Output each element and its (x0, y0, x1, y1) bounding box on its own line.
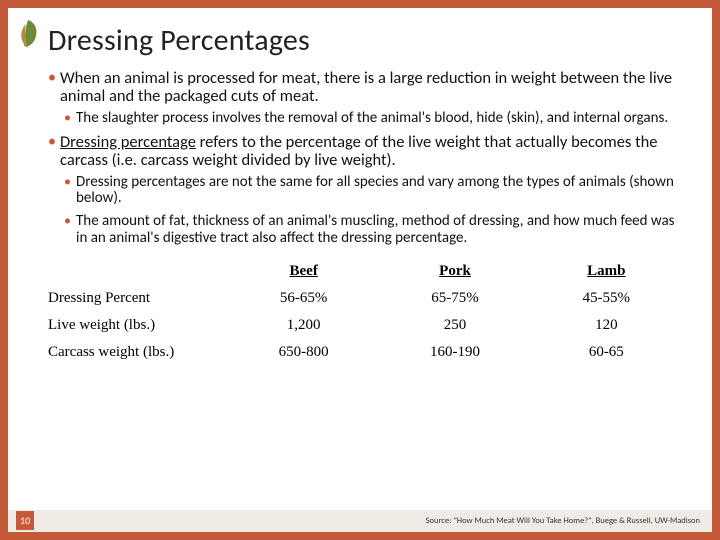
cell: 65-75% (379, 290, 530, 307)
table-header-row: Beef Pork Lamb (48, 263, 682, 280)
term-dressing-percentage: Dressing percentage (60, 132, 196, 152)
bullet-1-1: The slaughter process involves the remov… (64, 110, 682, 127)
table-row: Live weight (lbs.) 1,200 250 120 (48, 317, 682, 334)
cell: 120 (531, 317, 682, 334)
cell: 56-65% (228, 290, 379, 307)
bullet-2-2: The amount of fat, thickness of an anima… (64, 213, 682, 247)
cell: 650-800 (228, 344, 379, 361)
data-table: Beef Pork Lamb Dressing Percent 56-65% 6… (48, 263, 682, 361)
table-row: Dressing Percent 56-65% 65-75% 45-55% (48, 290, 682, 307)
bullet-2-1: Dressing percentages are not the same fo… (64, 174, 682, 208)
row-label: Dressing Percent (48, 290, 228, 307)
row-label: Live weight (lbs.) (48, 317, 228, 334)
source-citation: Source: "How Much Meat Will You Take Hom… (426, 516, 700, 526)
slide-footer: 10 Source: "How Much Meat Will You Take … (8, 510, 712, 532)
cell: 1,200 (228, 317, 379, 334)
col-header: Pork (379, 263, 530, 280)
table-row: Carcass weight (lbs.) 650-800 160-190 60… (48, 344, 682, 361)
cell: 250 (379, 317, 530, 334)
cell: 60-65 (531, 344, 682, 361)
cell: 160-190 (379, 344, 530, 361)
slide-title: Dressing Percentages (48, 22, 682, 59)
leaf-logo-icon (14, 18, 42, 50)
slide-content: When an animal is processed for meat, th… (48, 69, 682, 247)
bullet-1: When an animal is processed for meat, th… (48, 69, 682, 106)
col-header: Lamb (531, 263, 682, 280)
cell: 45-55% (531, 290, 682, 307)
row-label: Carcass weight (lbs.) (48, 344, 228, 361)
bullet-2: Dressing percentage refers to the percen… (48, 133, 682, 170)
col-header: Beef (228, 263, 379, 280)
slide: Dressing Percentages When an animal is p… (8, 8, 712, 532)
page-number: 10 (16, 511, 34, 530)
